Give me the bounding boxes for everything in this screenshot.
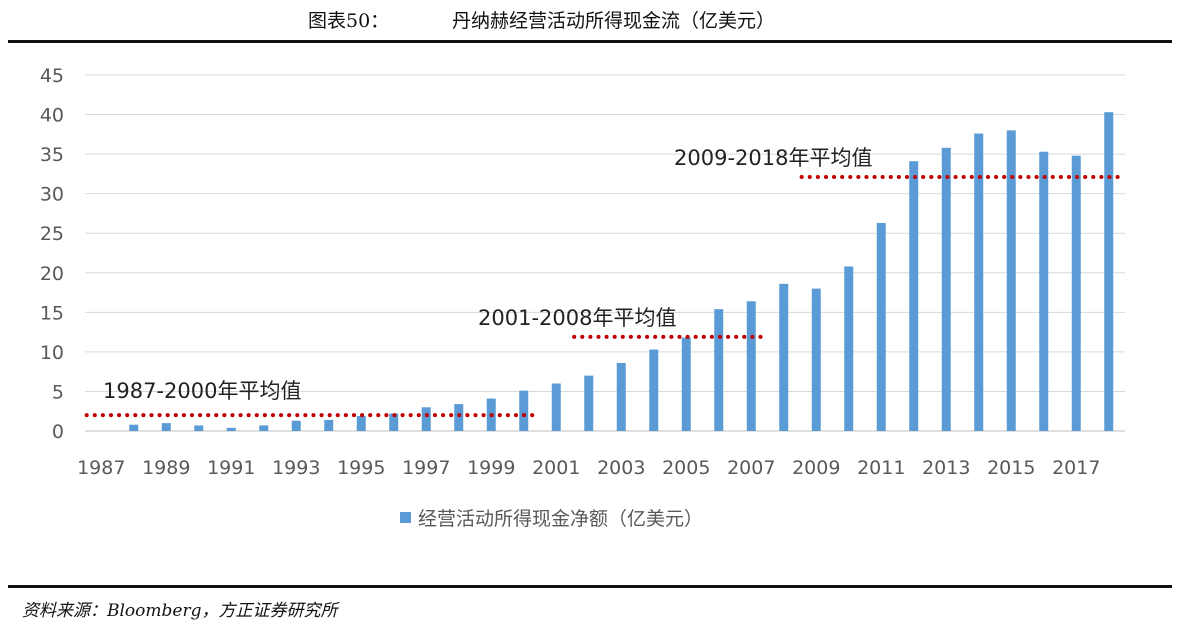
x-tick-label: 2015 <box>987 457 1035 479</box>
bar-1993 <box>291 420 301 431</box>
bar-2008 <box>779 283 789 431</box>
bar-chart: 0 5 10 15 20 25 30 35 40 45 1987 1989 1991 1993 1995 19… <box>40 65 1126 530</box>
bottom-rule <box>8 585 1172 588</box>
legend: 经营活动所得现金净额（亿美元） <box>400 508 703 530</box>
bar-2013 <box>941 147 951 431</box>
x-tick-label: 1995 <box>337 457 385 479</box>
y-tick-label: 20 <box>40 263 64 285</box>
figure-number: 图表50： <box>308 10 390 32</box>
bar-2003 <box>616 362 626 431</box>
bar-1998 <box>454 404 464 431</box>
bar-2011 <box>876 222 886 431</box>
y-tick-label: 40 <box>40 105 64 127</box>
bar-2004 <box>649 349 659 431</box>
x-tick-label: 1989 <box>142 457 190 479</box>
bar-1988 <box>129 424 139 431</box>
x-tick-label: 2001 <box>532 457 580 479</box>
x-tick-label: 2009 <box>792 457 840 479</box>
y-tick-label: 30 <box>40 184 64 206</box>
figure-caption: 丹纳赫经营活动所得现金流（亿美元） <box>452 10 776 32</box>
bar-2006 <box>714 309 724 431</box>
bar-2014 <box>974 133 984 431</box>
bar-1991 <box>226 427 236 431</box>
top-rule <box>8 40 1172 43</box>
x-tick-label: 2013 <box>922 457 970 479</box>
bar-1990 <box>194 425 204 431</box>
x-tick-label: 1987 <box>77 457 125 479</box>
y-tick-label: 35 <box>40 144 64 166</box>
y-tick-label: 0 <box>52 421 64 443</box>
legend-label: 经营活动所得现金净额（亿美元） <box>418 508 703 530</box>
x-tick-label: 2007 <box>727 457 775 479</box>
bar-1996 <box>389 413 399 431</box>
average-label: 2009-2018年平均值 <box>674 146 872 170</box>
bar-2000 <box>519 390 529 431</box>
source-note: 资料来源：Bloomberg，方正证券研究所 <box>22 601 338 621</box>
bar-2005 <box>681 337 691 431</box>
y-tick-label: 25 <box>40 223 64 245</box>
y-tick-label: 15 <box>40 302 64 324</box>
bar-2016 <box>1039 151 1049 431</box>
bar-1989 <box>161 423 171 431</box>
x-tick-label: 2017 <box>1052 457 1100 479</box>
y-tick-label: 5 <box>52 381 64 403</box>
bar-2010 <box>844 266 854 431</box>
x-tick-label: 1999 <box>467 457 515 479</box>
bar-1994 <box>324 419 334 431</box>
bar-1992 <box>259 425 269 431</box>
y-tick-label: 45 <box>40 65 64 87</box>
x-tick-label: 1991 <box>207 457 255 479</box>
bar-2018 <box>1104 112 1114 431</box>
x-tick-label: 2005 <box>662 457 710 479</box>
bar-2009 <box>811 288 821 431</box>
average-label: 2001-2008年平均值 <box>478 306 676 330</box>
x-tick-label: 2003 <box>597 457 645 479</box>
bar-1995 <box>356 415 366 431</box>
bar-2007 <box>746 301 756 431</box>
x-tick-label: 1993 <box>272 457 320 479</box>
x-tick-label: 2011 <box>857 457 905 479</box>
bar-1997 <box>421 407 431 431</box>
x-tick-label: 1997 <box>402 457 450 479</box>
bar-2012 <box>909 161 919 431</box>
bar-2015 <box>1006 130 1016 431</box>
average-label: 1987-2000年平均值 <box>103 379 301 403</box>
bar-2017 <box>1071 155 1081 431</box>
legend-swatch <box>400 512 411 523</box>
y-tick-label: 10 <box>40 342 64 364</box>
figure-title: 图表50： 丹纳赫经营活动所得现金流（亿美元） <box>0 6 1180 36</box>
bar-2002 <box>584 375 594 431</box>
bar-2001 <box>551 383 561 431</box>
